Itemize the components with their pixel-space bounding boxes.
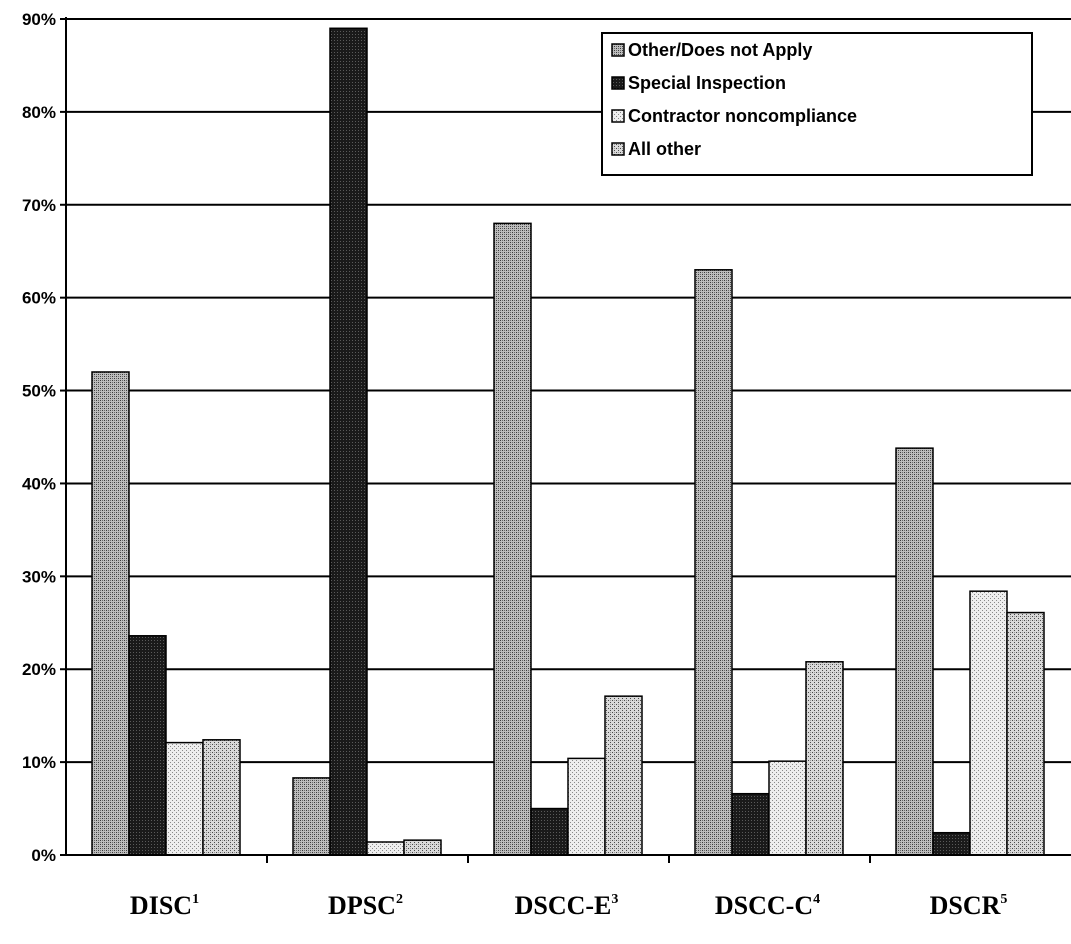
bar-contractor-noncompliance-dscc-e	[567, 757, 606, 856]
y-tick-label: 50%	[22, 382, 56, 401]
bar-all-other-disc	[202, 739, 241, 856]
legend-box	[601, 32, 1033, 176]
bar-contractor-noncompliance-dscr	[969, 590, 1008, 856]
legend-label: Contractor noncompliance	[628, 106, 857, 126]
x-category-name: DSCC-E	[515, 891, 612, 920]
x-category-label: DPSC2	[328, 891, 403, 920]
x-category-label: DSCR5	[930, 891, 1008, 920]
legend-label: Other/Does not Apply	[628, 40, 812, 60]
y-tick-label: 10%	[22, 753, 56, 772]
y-tick-label: 30%	[22, 567, 56, 586]
x-category-footnote: 3	[611, 892, 618, 907]
bar-special-inspection-disc	[128, 635, 167, 856]
bar-all-other-dpsc	[403, 839, 442, 856]
x-category-name: DSCR	[930, 891, 1001, 920]
y-axis-ticks: 0% 10% 20% 30% 40% 50% 60% 70% 80% 90%	[22, 10, 66, 865]
y-tick-label: 70%	[22, 196, 56, 215]
bar-other-does-not-apply-dscc-c	[694, 269, 733, 856]
legend-swatch	[611, 43, 625, 57]
bar-contractor-noncompliance-disc	[165, 741, 204, 856]
axes	[65, 17, 1071, 863]
x-category-label: DSCC-E3	[515, 891, 619, 920]
x-axis-categories: DISC1 DPSC2 DSCC-E3 DSCC-C4 DSCR5	[130, 891, 1007, 920]
x-category-footnote: 5	[1000, 892, 1007, 907]
bar-other-does-not-apply-dscr	[895, 447, 934, 856]
bar-special-inspection-dscc-c	[731, 792, 770, 856]
legend-swatch	[611, 109, 625, 123]
y-tick-label: 0%	[31, 846, 56, 865]
legend-label: Special Inspection	[628, 73, 786, 93]
x-category-label: DISC1	[130, 891, 199, 920]
x-category-name: DSCC-C	[715, 891, 813, 920]
x-category-name: DPSC	[328, 891, 396, 920]
gridlines	[66, 18, 1071, 764]
bar-special-inspection-dscc-e	[530, 807, 569, 856]
bars	[91, 27, 1045, 856]
bar-other-does-not-apply-disc	[91, 371, 130, 856]
bar-contractor-noncompliance-dscc-c	[768, 760, 807, 856]
bar-all-other-dscc-c	[805, 661, 844, 856]
y-tick-label: 90%	[22, 10, 56, 29]
bar-contractor-noncompliance-dpsc	[366, 841, 405, 856]
legend-label: All other	[628, 139, 701, 159]
bar-other-does-not-apply-dpsc	[292, 777, 331, 856]
y-tick-label: 80%	[22, 103, 56, 122]
bar-other-does-not-apply-dscc-e	[493, 222, 532, 856]
legend-swatch	[611, 142, 625, 156]
bar-all-other-dscc-e	[604, 695, 643, 856]
x-category-label: DSCC-C4	[715, 891, 820, 920]
x-category-footnote: 2	[396, 892, 403, 907]
y-tick-label: 40%	[22, 474, 56, 493]
y-tick-label: 60%	[22, 289, 56, 308]
x-category-name: DISC	[130, 891, 192, 920]
bar-special-inspection-dpsc	[329, 27, 368, 856]
legend: Other/Does not Apply Special Inspection Co…	[601, 32, 1033, 176]
x-category-footnote: 1	[192, 892, 199, 907]
bar-special-inspection-dscr	[932, 831, 971, 856]
bar-all-other-dscr	[1006, 611, 1045, 856]
y-tick-label: 20%	[22, 660, 56, 679]
x-category-footnote: 4	[813, 892, 820, 907]
legend-swatch	[611, 76, 625, 90]
